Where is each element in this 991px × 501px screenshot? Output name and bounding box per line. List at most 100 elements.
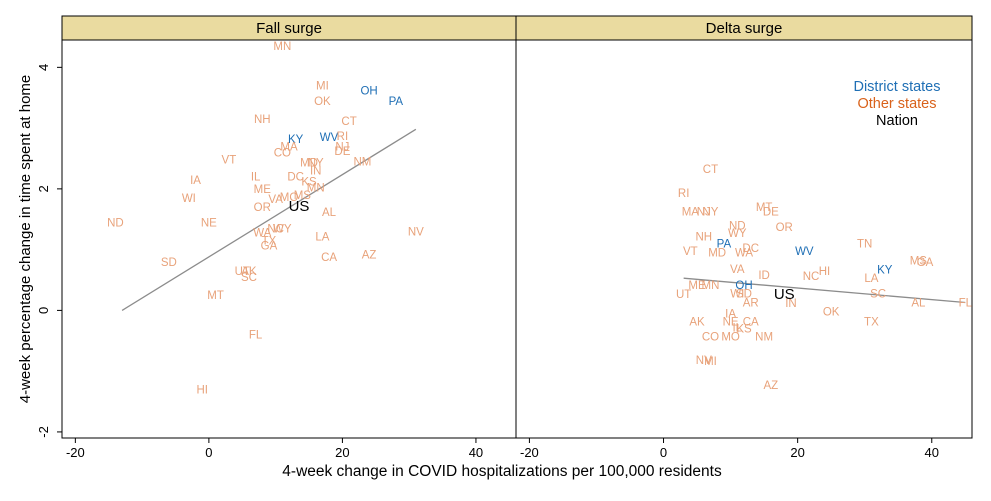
point-label-mt: MT bbox=[756, 202, 773, 214]
point-label-mi: MI bbox=[704, 356, 717, 368]
point-label-la: LA bbox=[864, 273, 878, 285]
point-label-ne: NE bbox=[723, 316, 739, 328]
point-label-ri: RI bbox=[678, 188, 690, 200]
point-label-wi: WI bbox=[182, 193, 196, 205]
point-label-in: IN bbox=[310, 166, 322, 178]
point-label-ct: CT bbox=[703, 164, 718, 176]
point-label-mo: MO bbox=[280, 192, 299, 204]
point-label-mi: MI bbox=[316, 81, 329, 93]
point-label-dc: DC bbox=[742, 243, 759, 255]
point-label-nd: ND bbox=[729, 220, 746, 232]
point-label-nm: NM bbox=[755, 332, 773, 344]
point-label-wv: WV bbox=[320, 132, 339, 144]
point-label-ny: NY bbox=[308, 158, 324, 170]
point-label-us: US bbox=[289, 198, 310, 215]
point-label-de: DE bbox=[763, 206, 779, 218]
legend-entry: Nation bbox=[876, 113, 918, 129]
point-label-ia: IA bbox=[190, 175, 201, 187]
point-label-ut: UT bbox=[235, 266, 250, 278]
point-label-md: MD bbox=[300, 158, 318, 170]
point-label-ct: CT bbox=[341, 116, 356, 128]
point-label-pa: PA bbox=[717, 239, 732, 251]
y-tick-label: 4 bbox=[36, 64, 51, 71]
point-label-nd: ND bbox=[107, 217, 124, 229]
point-label-tx: TX bbox=[262, 236, 277, 248]
fit-line bbox=[121, 128, 417, 311]
panel-title: Fall surge bbox=[256, 20, 322, 37]
point-label-ok: OK bbox=[314, 96, 331, 108]
point-label-co: CO bbox=[274, 147, 291, 159]
point-label-ny: NY bbox=[702, 206, 718, 218]
point-label-wv: WV bbox=[795, 246, 814, 258]
point-label-us: US bbox=[774, 286, 795, 303]
point-label-il: IL bbox=[251, 172, 261, 184]
panel-title: Delta surge bbox=[706, 20, 783, 37]
point-label-pa: PA bbox=[389, 96, 404, 108]
point-label-hi: HI bbox=[819, 266, 831, 278]
legend-entry: District states bbox=[853, 79, 940, 95]
x-tick-label: -20 bbox=[520, 445, 539, 460]
y-tick-label: -2 bbox=[36, 426, 51, 438]
point-label-ak: AK bbox=[689, 316, 705, 328]
point-label-mn: MN bbox=[273, 41, 291, 53]
plot-frame bbox=[515, 39, 973, 439]
point-label-or: OR bbox=[776, 222, 793, 234]
point-label-vt: VT bbox=[683, 246, 698, 258]
point-label-ks: KS bbox=[736, 324, 752, 336]
point-label-al: AL bbox=[911, 297, 926, 309]
x-tick-label: 0 bbox=[205, 445, 212, 460]
point-label-nm: NM bbox=[353, 157, 371, 169]
point-label-ga: GA bbox=[917, 257, 934, 269]
point-label-oh: OH bbox=[735, 280, 752, 292]
point-label-ne: NE bbox=[201, 217, 217, 229]
point-label-me: ME bbox=[688, 280, 706, 292]
point-label-ia: IA bbox=[725, 308, 736, 320]
y-tick-label: 2 bbox=[36, 185, 51, 192]
point-label-mn: MN bbox=[307, 183, 325, 195]
point-label-id: ID bbox=[758, 270, 770, 282]
point-label-nc: NC bbox=[267, 223, 284, 235]
point-label-ks: KS bbox=[301, 177, 317, 189]
plot-frame bbox=[61, 39, 517, 439]
point-label-nv: NV bbox=[408, 226, 424, 238]
x-axis-label: 4-week change in COVID hospitalizations … bbox=[282, 463, 722, 480]
point-label-ak: AK bbox=[241, 266, 257, 278]
point-label-mo: MO bbox=[721, 332, 740, 344]
x-tick-label: 40 bbox=[925, 445, 939, 460]
point-label-sc: SC bbox=[870, 288, 886, 300]
y-axis: -2 0 2 4 bbox=[36, 64, 62, 438]
point-label-sd: SD bbox=[736, 288, 752, 300]
panel-strip bbox=[61, 15, 517, 41]
point-label-vt: VT bbox=[222, 155, 237, 167]
point-label-az: AZ bbox=[763, 380, 778, 392]
point-label-dc: DC bbox=[287, 172, 304, 184]
legend-entry: Other states bbox=[858, 96, 937, 112]
point-label-ky: KY bbox=[288, 134, 304, 146]
point-label-fl: FL bbox=[249, 330, 263, 342]
point-label-ms: MS bbox=[294, 190, 312, 202]
point-label-mn: MN bbox=[702, 280, 720, 292]
point-label-ca: CA bbox=[321, 252, 337, 264]
point-label-ar: AR bbox=[743, 297, 759, 309]
point-label-nj: NJ bbox=[697, 206, 711, 218]
point-label-in: IN bbox=[785, 298, 797, 310]
point-label-ri: RI bbox=[337, 131, 349, 143]
panel-strip bbox=[515, 15, 973, 41]
x-tick-label: 20 bbox=[335, 445, 349, 460]
point-label-oh: OH bbox=[360, 85, 377, 97]
point-label-ma: MA bbox=[280, 141, 298, 153]
point-label-or: OR bbox=[254, 202, 271, 214]
point-label-tn: TN bbox=[857, 239, 872, 251]
point-label-va: VA bbox=[268, 194, 283, 206]
point-label-hi: HI bbox=[196, 384, 208, 396]
point-label-nc: NC bbox=[803, 271, 820, 283]
point-label-wy: WY bbox=[273, 223, 292, 235]
point-label-va: VA bbox=[730, 264, 745, 276]
point-label-wa: WA bbox=[253, 228, 271, 240]
point-label-ca: CA bbox=[743, 316, 759, 328]
point-label-nj: NJ bbox=[335, 141, 349, 153]
point-label-mt: MT bbox=[207, 290, 224, 302]
